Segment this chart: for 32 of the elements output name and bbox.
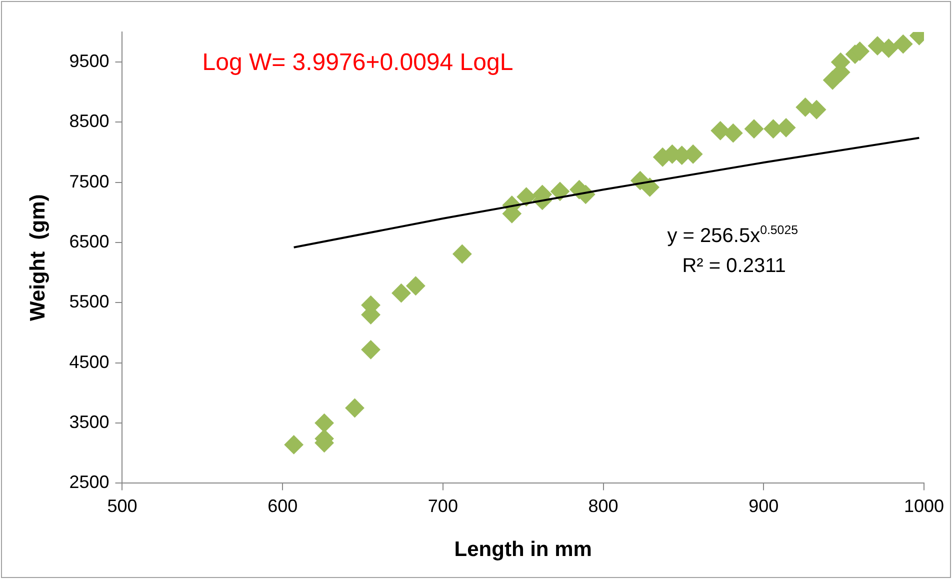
point <box>640 178 660 197</box>
point <box>744 119 764 138</box>
y-tick-label: 3500 <box>69 412 110 432</box>
point <box>710 121 730 140</box>
point <box>314 414 334 433</box>
y-tick-label: 6500 <box>69 232 110 252</box>
x-tick-label: 500 <box>107 496 138 516</box>
point <box>392 284 411 303</box>
y-tick-label: 7500 <box>69 171 110 192</box>
y-tick-label: 9500 <box>69 51 110 72</box>
x-tick-label: 800 <box>588 496 618 516</box>
point <box>284 435 304 454</box>
x-tick-label: 900 <box>748 496 779 516</box>
point <box>724 124 743 143</box>
point <box>361 340 380 360</box>
y-axis-title: Weight (gm) <box>26 194 50 321</box>
point <box>452 244 472 264</box>
y-tick-label: 8500 <box>69 111 110 132</box>
x-tick-label: 600 <box>268 496 298 516</box>
y-tick-label: 5500 <box>69 292 110 312</box>
point <box>345 398 364 418</box>
annotation: R² = 0.2311 <box>682 255 786 277</box>
x-tick-label: 1000 <box>904 496 944 516</box>
point <box>894 34 913 54</box>
y-tick-label: 4500 <box>69 352 110 372</box>
point <box>516 187 536 206</box>
x-tick-label: 700 <box>428 496 458 516</box>
point <box>550 182 570 201</box>
point <box>406 276 426 296</box>
y-tick-label: 2500 <box>69 472 110 492</box>
x-axis-title: Length in mm <box>454 538 592 562</box>
annotation: Log W= 3.9976+0.0094 LogL <box>202 49 514 76</box>
